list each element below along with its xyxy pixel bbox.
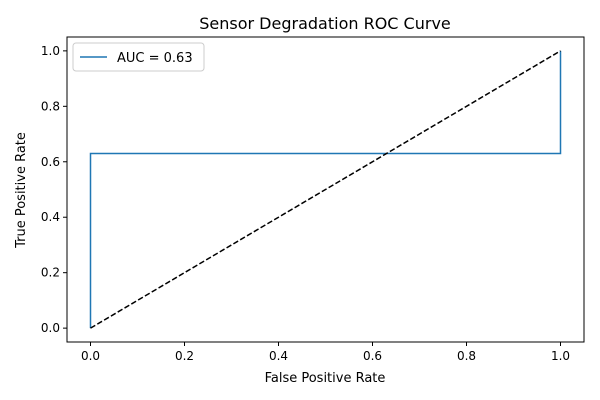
x-axis-label: False Positive Rate (265, 371, 386, 386)
x-tick-label: 1.0 (551, 349, 570, 363)
y-tick-label: 0.4 (41, 210, 60, 224)
x-tick-label: 0.8 (457, 349, 476, 363)
y-axis-label: True Positive Rate (14, 132, 29, 249)
x-axis-ticks: 0.0 0.2 0.4 0.6 0.8 1.0 (81, 342, 570, 363)
legend-label: AUC = 0.63 (117, 51, 193, 66)
legend-box (72, 42, 205, 72)
chance-diagonal-line (90, 50, 561, 329)
roc-curve-line (89, 50, 562, 329)
legend: AUC = 0.63 (72, 42, 205, 72)
plot-frame (66, 36, 585, 343)
x-tick-label: 0.4 (269, 349, 288, 363)
y-tick-label: 0.6 (41, 155, 60, 169)
y-tick-label: 0.8 (41, 99, 60, 113)
y-tick-label: 0.2 (41, 266, 60, 280)
x-tick-label: 0.6 (363, 349, 382, 363)
series-layer (89, 50, 562, 329)
y-tick-label: 0.0 (41, 321, 60, 335)
chart-title: Sensor Degradation ROC Curve (199, 14, 451, 33)
x-tick-label: 0.0 (81, 349, 100, 363)
y-tick-label: 1.0 (41, 44, 60, 58)
y-axis-ticks: 0.0 0.2 0.4 0.6 0.8 1.0 (41, 44, 67, 335)
x-tick-label: 0.2 (175, 349, 194, 363)
